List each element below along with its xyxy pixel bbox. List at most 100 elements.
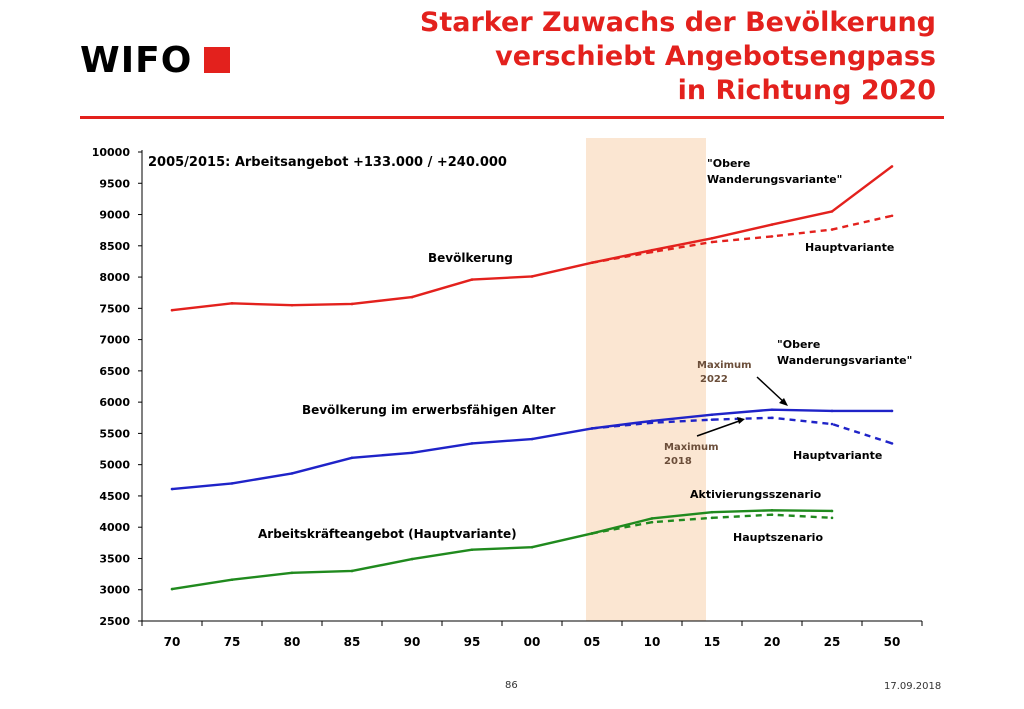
series-line-blue-solid — [171, 408, 892, 491]
series-point-blue-solid — [410, 451, 414, 455]
y-tick-label: 5500 — [99, 427, 130, 440]
label-obere-blue-2: Wanderungsvariante" — [777, 354, 912, 367]
label-hauptvariante-blue: Hauptvariante — [793, 449, 882, 462]
series-point-red-solid — [350, 302, 354, 306]
x-tick-label: 10 — [644, 635, 661, 649]
series-point-green-solid — [830, 509, 834, 513]
series-point-red-solid — [530, 275, 534, 278]
label-erwerbsfaehiges-alter: Bevölkerung im erwerbsfähigen Alter — [302, 403, 555, 417]
x-tick-label: 85 — [344, 635, 361, 649]
title-line-2: verschiebt Angebotsengpass — [495, 41, 936, 72]
wifo-logo: WIFO — [80, 40, 231, 81]
x-tick-label: 50 — [884, 635, 901, 649]
series-point-blue-dashed — [710, 418, 714, 421]
y-tick-label: 7500 — [99, 302, 130, 315]
title-line-3: in Richtung 2020 — [677, 75, 936, 106]
series-point-green-solid — [170, 587, 174, 591]
y-tick-label: 10000 — [92, 146, 131, 159]
series-point-blue-dashed — [890, 442, 894, 445]
series-point-red-solid — [470, 278, 474, 281]
series-point-blue-solid — [350, 456, 354, 460]
footer-date: 17.09.2018 — [884, 681, 942, 692]
series-point-blue-solid — [770, 408, 774, 411]
series-point-red-dashed — [650, 250, 654, 254]
y-tick-label: 8000 — [99, 271, 130, 284]
series-point-blue-solid — [470, 442, 474, 445]
y-tick-label: 3500 — [99, 552, 130, 565]
series-point-red-solid — [770, 223, 774, 226]
series-point-red-solid — [890, 165, 894, 168]
page-title: Starker Zuwachs der Bevölkerung verschie… — [420, 6, 936, 108]
series-point-green-dashed — [830, 516, 834, 520]
series-point-green-dashed — [770, 513, 774, 516]
x-tick-label: 05 — [584, 635, 601, 649]
x-tick-label: 00 — [524, 635, 541, 649]
series-point-red-solid — [650, 248, 654, 252]
series-point-blue-dashed — [590, 427, 594, 430]
series-point-blue-solid — [230, 482, 234, 485]
label-hauptszenario: Hauptszenario — [733, 531, 823, 544]
series-point-red-solid — [410, 295, 414, 299]
label-hauptvariante-red: Hauptvariante — [805, 241, 894, 254]
label-aktivierungsszenario: Aktivierungsszenario — [690, 488, 822, 501]
series-line-green-solid — [171, 509, 833, 591]
label-maximum-2018-1: Maximum — [664, 442, 719, 453]
arrow-head-max-2018 — [737, 417, 745, 424]
series-point-blue-dashed — [830, 422, 834, 426]
y-tick-label: 6500 — [99, 365, 130, 378]
y-tick-label: 8500 — [99, 240, 130, 253]
series-point-blue-solid — [170, 487, 174, 491]
label-obere-blue-1: "Obere — [777, 338, 820, 351]
series-point-green-solid — [350, 569, 354, 573]
series-point-red-dashed — [830, 228, 834, 231]
series-point-red-solid — [230, 302, 234, 305]
x-tick-label: 25 — [824, 635, 841, 649]
series-point-green-solid — [530, 545, 534, 549]
x-tick-label: 95 — [464, 635, 481, 649]
label-maximum-2018-2: 2018 — [664, 456, 692, 467]
title-rule — [80, 116, 944, 119]
label-bevoelkerung: Bevölkerung — [428, 251, 513, 265]
series-point-blue-solid — [710, 413, 714, 416]
series-point-red-solid — [830, 210, 834, 213]
x-tick-label: 20 — [764, 635, 781, 649]
page-number: 86 — [505, 680, 518, 691]
series-point-green-solid — [710, 510, 714, 514]
label-arbeitskraefteangebot: Arbeitskräfteangebot (Hauptvariante) — [258, 527, 517, 541]
series-point-red-solid — [710, 236, 714, 240]
y-tick-label: 9500 — [99, 177, 130, 190]
series-point-blue-solid — [290, 472, 294, 475]
series-point-green-solid — [770, 509, 774, 512]
series-point-blue-solid — [890, 409, 894, 413]
series-point-red-dashed — [890, 214, 894, 218]
series-line-red-solid — [171, 165, 893, 312]
y-tick-label: 6000 — [99, 396, 130, 409]
y-tick-label: 4500 — [99, 490, 130, 503]
x-tick-label: 90 — [404, 635, 421, 649]
label-maximum-2022-2: 2022 — [700, 374, 728, 385]
series-point-green-solid — [410, 557, 414, 561]
logo-square — [204, 47, 231, 73]
y-tick-label: 3000 — [99, 584, 130, 597]
y-tick-label: 7000 — [99, 334, 130, 347]
series-point-red-solid — [170, 308, 174, 312]
series-point-red-dashed — [710, 240, 714, 244]
series-point-green-solid — [650, 517, 654, 520]
series-point-green-solid — [290, 571, 294, 575]
series-point-green-dashed — [710, 516, 714, 520]
arrow-head-max-2022 — [779, 398, 788, 406]
series-point-green-dashed — [650, 520, 654, 524]
label-obere-red-1: "Obere — [707, 157, 750, 170]
series-point-red-dashed — [770, 235, 774, 238]
shaded-period-band — [586, 138, 706, 621]
series-point-blue-dashed — [650, 421, 654, 425]
y-tick-label: 9000 — [99, 209, 130, 222]
series-point-red-dashed — [590, 261, 594, 264]
series-point-blue-solid — [530, 437, 534, 441]
label-obere-red-2: Wanderungsvariante" — [707, 173, 842, 186]
annotation-top-note: 2005/2015: Arbeitsangebot +133.000 / +24… — [148, 155, 507, 170]
series-point-green-solid — [230, 578, 234, 582]
series-point-red-solid — [290, 303, 294, 307]
x-tick-label: 80 — [284, 635, 301, 649]
